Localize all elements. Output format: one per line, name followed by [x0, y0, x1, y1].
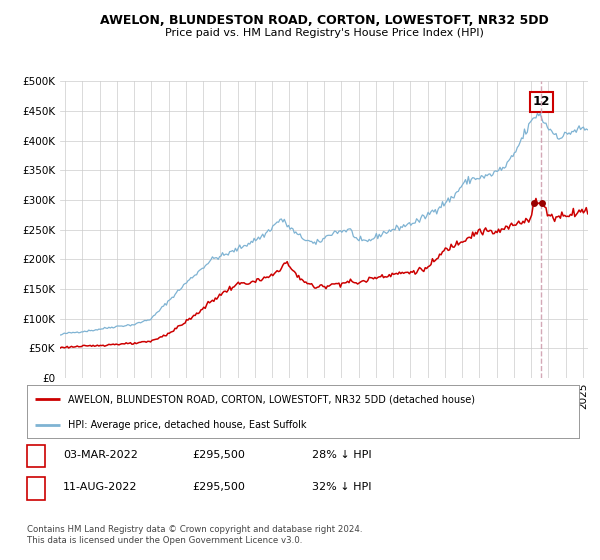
Text: HPI: Average price, detached house, East Suffolk: HPI: Average price, detached house, East… [68, 419, 307, 430]
Text: £295,500: £295,500 [192, 482, 245, 492]
Text: 11-AUG-2022: 11-AUG-2022 [63, 482, 137, 492]
Text: AWELON, BLUNDESTON ROAD, CORTON, LOWESTOFT, NR32 5DD (detached house): AWELON, BLUNDESTON ROAD, CORTON, LOWESTO… [68, 394, 475, 404]
Text: £295,500: £295,500 [192, 450, 245, 460]
Text: Contains HM Land Registry data © Crown copyright and database right 2024.
This d: Contains HM Land Registry data © Crown c… [27, 525, 362, 545]
Text: AWELON, BLUNDESTON ROAD, CORTON, LOWESTOFT, NR32 5DD: AWELON, BLUNDESTON ROAD, CORTON, LOWESTO… [100, 14, 548, 27]
Text: 12: 12 [533, 95, 550, 109]
Text: 1: 1 [32, 450, 40, 460]
Point [529, 198, 539, 207]
Point [537, 198, 547, 207]
Text: Price paid vs. HM Land Registry's House Price Index (HPI): Price paid vs. HM Land Registry's House … [164, 28, 484, 38]
Text: 32% ↓ HPI: 32% ↓ HPI [312, 482, 371, 492]
Text: 03-MAR-2022: 03-MAR-2022 [63, 450, 138, 460]
Text: 28% ↓ HPI: 28% ↓ HPI [312, 450, 371, 460]
Text: 2: 2 [32, 482, 40, 492]
